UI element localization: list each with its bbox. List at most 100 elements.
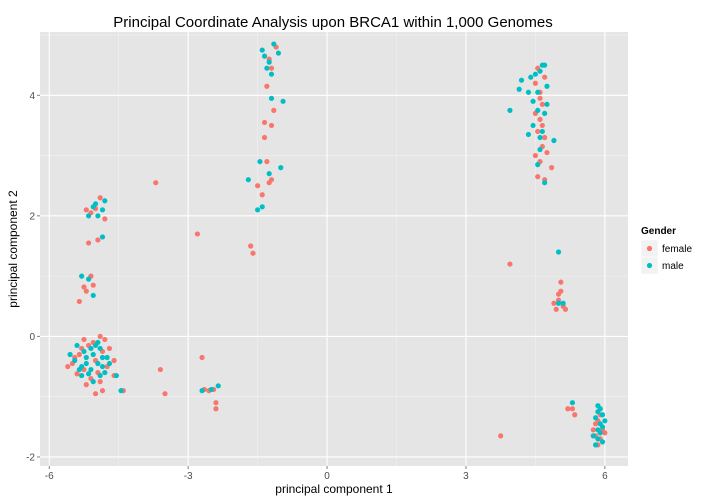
point-male xyxy=(544,83,550,89)
point-female xyxy=(544,149,550,156)
y-tick-label: 4 xyxy=(29,91,35,102)
point-male xyxy=(215,383,221,389)
point-female xyxy=(102,336,108,343)
point-female xyxy=(542,74,548,80)
minor-gridlines xyxy=(40,32,628,466)
point-female xyxy=(162,391,168,397)
point-female xyxy=(76,351,82,358)
point-male xyxy=(268,95,275,101)
point-female xyxy=(532,80,539,86)
point-female xyxy=(549,165,555,171)
point-male xyxy=(245,177,251,183)
x-tick-label: -6 xyxy=(45,471,54,482)
point-male xyxy=(255,207,261,213)
point-male xyxy=(542,180,548,186)
point-male xyxy=(266,59,272,65)
point-female xyxy=(194,231,201,237)
point-female xyxy=(558,279,564,285)
point-male xyxy=(79,273,85,279)
point-female xyxy=(498,433,504,439)
point-male xyxy=(555,249,562,255)
legend-label-female: female xyxy=(662,244,692,255)
point-female xyxy=(86,240,92,246)
point-male xyxy=(99,234,106,240)
point-male xyxy=(597,430,603,436)
point-male xyxy=(525,89,532,95)
legend-marker-female xyxy=(646,245,653,252)
point-male xyxy=(72,357,78,364)
point-male xyxy=(266,171,272,177)
point-male xyxy=(90,379,96,385)
y-tick-label: 2 xyxy=(29,211,35,222)
point-female xyxy=(535,174,541,180)
point-female xyxy=(539,122,545,129)
point-male xyxy=(106,360,113,367)
point-female xyxy=(537,116,543,123)
point-male xyxy=(532,71,539,77)
point-male xyxy=(537,146,543,153)
point-female xyxy=(81,336,87,343)
point-male xyxy=(95,360,101,367)
point-male xyxy=(95,213,101,219)
point-male xyxy=(537,134,543,141)
point-male xyxy=(81,348,87,355)
point-male xyxy=(518,77,525,83)
point-male xyxy=(599,439,606,445)
point-female xyxy=(255,183,261,189)
point-male xyxy=(90,204,96,210)
point-male xyxy=(592,442,599,448)
point-male xyxy=(208,386,214,393)
point-male xyxy=(525,131,532,138)
point-female xyxy=(153,180,159,186)
point-male xyxy=(257,158,263,165)
point-female xyxy=(507,261,513,267)
point-male xyxy=(199,388,205,394)
point-female xyxy=(266,180,272,186)
point-male xyxy=(539,128,545,135)
point-male xyxy=(544,101,550,107)
y-axis-ticks: -2 0 2 4 xyxy=(26,91,40,463)
point-male xyxy=(99,207,106,213)
point-male xyxy=(113,372,119,379)
point-female xyxy=(99,388,106,394)
point-male xyxy=(261,53,268,59)
point-female xyxy=(95,237,101,243)
point-male xyxy=(278,165,284,171)
point-female xyxy=(555,291,562,297)
x-tick-label: 6 xyxy=(602,471,608,482)
point-male xyxy=(95,339,101,346)
point-female xyxy=(261,119,268,126)
point-female xyxy=(264,158,270,165)
point-male xyxy=(542,62,548,68)
point-male xyxy=(516,86,522,92)
point-male xyxy=(118,388,124,394)
point-male xyxy=(507,107,513,113)
point-male xyxy=(537,68,543,74)
point-female xyxy=(553,306,559,312)
point-female xyxy=(97,333,103,340)
point-female xyxy=(111,357,117,364)
point-male xyxy=(102,369,108,376)
point-male xyxy=(74,342,80,349)
point-male xyxy=(83,360,89,367)
x-tick-label: -3 xyxy=(184,471,193,482)
point-male xyxy=(590,433,596,439)
point-male xyxy=(535,89,541,95)
point-female xyxy=(271,107,277,113)
point-female xyxy=(83,382,89,388)
point-male xyxy=(264,65,270,71)
point-female xyxy=(65,363,71,370)
point-male xyxy=(86,276,92,282)
point-male xyxy=(597,406,603,412)
point-male xyxy=(535,162,541,168)
point-male xyxy=(599,424,606,430)
point-male xyxy=(259,204,265,210)
point-female xyxy=(76,298,82,305)
x-axis-title: principal component 1 xyxy=(275,482,393,496)
point-male xyxy=(542,110,548,116)
point-female xyxy=(602,430,608,436)
point-female xyxy=(199,354,205,361)
point-male xyxy=(83,354,89,361)
point-male xyxy=(90,351,96,358)
